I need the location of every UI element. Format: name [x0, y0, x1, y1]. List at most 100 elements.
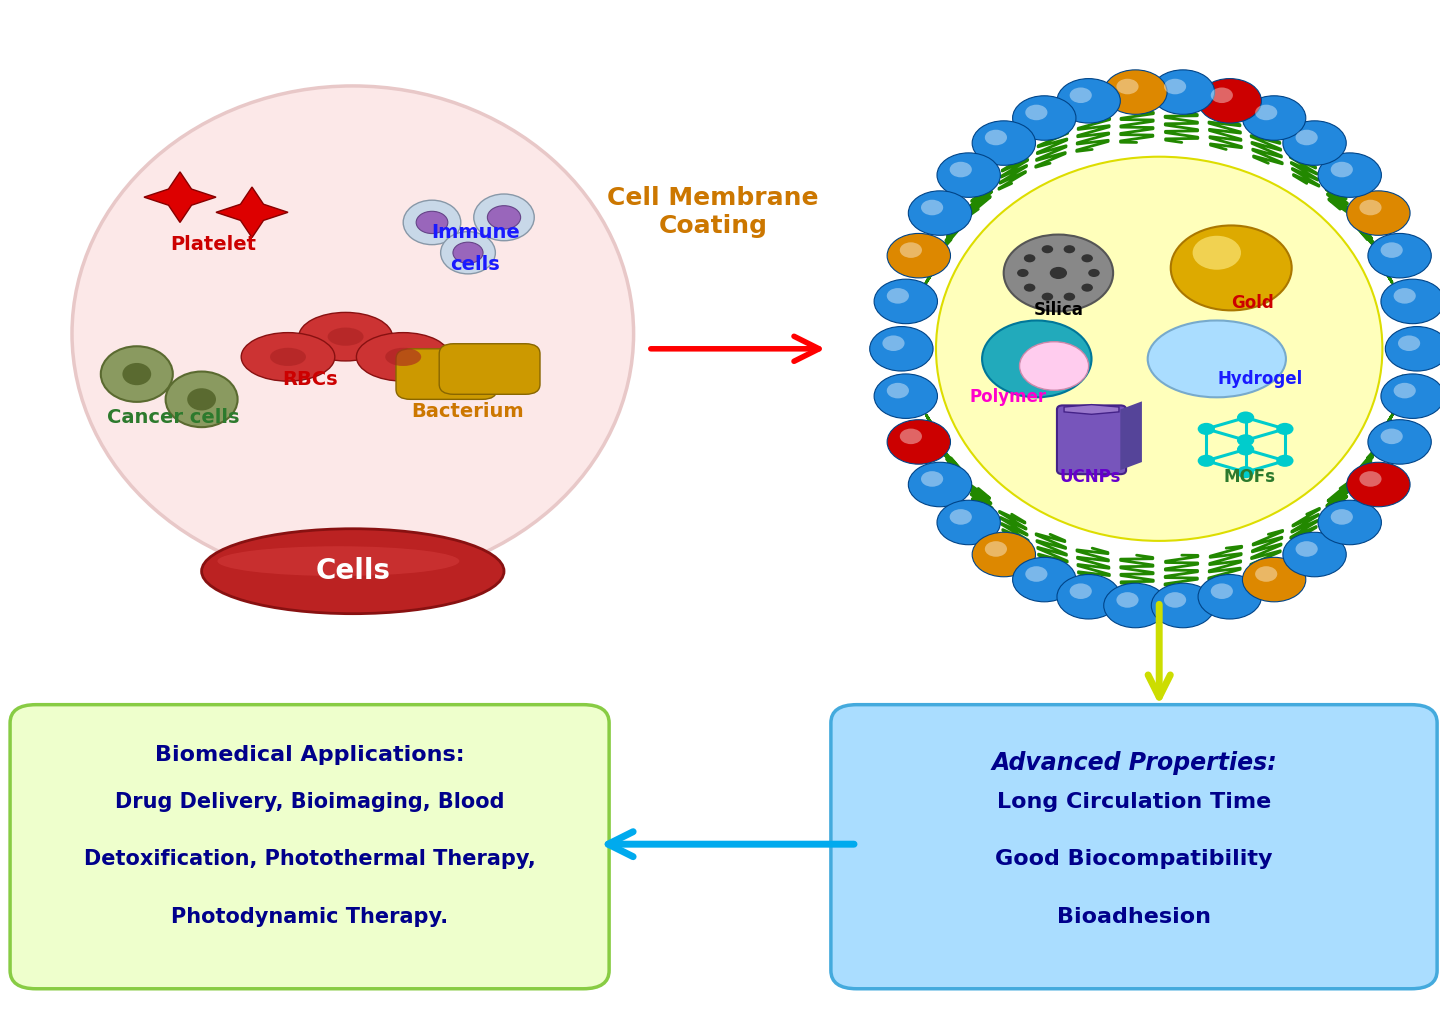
- Text: Photodynamic Therapy.: Photodynamic Therapy.: [171, 907, 448, 927]
- Circle shape: [1064, 246, 1076, 254]
- Circle shape: [985, 541, 1007, 557]
- Circle shape: [1024, 284, 1035, 292]
- Text: Bacterium: Bacterium: [412, 402, 524, 421]
- Circle shape: [900, 243, 922, 258]
- Ellipse shape: [72, 86, 634, 581]
- Circle shape: [1089, 269, 1100, 277]
- Circle shape: [900, 429, 922, 444]
- Circle shape: [909, 462, 972, 507]
- Circle shape: [1346, 462, 1410, 507]
- Circle shape: [985, 129, 1007, 146]
- Ellipse shape: [300, 312, 392, 361]
- Circle shape: [1103, 70, 1166, 114]
- Ellipse shape: [327, 328, 363, 346]
- Circle shape: [1256, 566, 1277, 581]
- Circle shape: [874, 374, 937, 419]
- Circle shape: [1192, 236, 1241, 270]
- Ellipse shape: [202, 529, 504, 614]
- Circle shape: [1198, 574, 1261, 619]
- Circle shape: [1331, 162, 1354, 177]
- FancyBboxPatch shape: [439, 344, 540, 394]
- Circle shape: [1381, 429, 1403, 444]
- Circle shape: [1394, 383, 1416, 398]
- Circle shape: [1237, 435, 1254, 447]
- Circle shape: [1368, 234, 1431, 278]
- Circle shape: [1152, 583, 1215, 628]
- Ellipse shape: [441, 232, 495, 274]
- Circle shape: [1211, 583, 1233, 599]
- Circle shape: [1081, 254, 1093, 262]
- FancyBboxPatch shape: [831, 705, 1437, 989]
- Circle shape: [949, 510, 972, 525]
- Ellipse shape: [384, 348, 420, 366]
- Circle shape: [909, 191, 972, 236]
- Ellipse shape: [988, 330, 1086, 365]
- Circle shape: [1057, 574, 1120, 619]
- Ellipse shape: [474, 194, 534, 241]
- Circle shape: [1283, 121, 1346, 166]
- Text: Silica: Silica: [1034, 301, 1083, 319]
- Circle shape: [1381, 279, 1440, 324]
- Circle shape: [1004, 235, 1113, 311]
- Circle shape: [1041, 246, 1053, 254]
- Circle shape: [972, 532, 1035, 576]
- Ellipse shape: [356, 333, 449, 381]
- Circle shape: [1116, 592, 1139, 608]
- Circle shape: [1116, 79, 1139, 94]
- Circle shape: [1318, 153, 1381, 197]
- Circle shape: [937, 500, 1001, 545]
- Circle shape: [1164, 79, 1187, 94]
- Text: Cancer cells: Cancer cells: [107, 408, 239, 427]
- Circle shape: [1017, 269, 1028, 277]
- Ellipse shape: [101, 346, 173, 402]
- Circle shape: [1243, 96, 1306, 141]
- Ellipse shape: [936, 157, 1382, 541]
- Text: Platelet: Platelet: [170, 236, 256, 254]
- Circle shape: [887, 383, 909, 398]
- Circle shape: [1012, 96, 1076, 141]
- Ellipse shape: [122, 363, 151, 385]
- Circle shape: [1041, 292, 1053, 300]
- Circle shape: [937, 153, 1001, 197]
- Circle shape: [1276, 455, 1293, 467]
- Text: UCNPs: UCNPs: [1060, 468, 1120, 486]
- Text: Bioadhesion: Bioadhesion: [1057, 907, 1211, 927]
- Circle shape: [922, 200, 943, 215]
- Circle shape: [1346, 191, 1410, 236]
- Circle shape: [1381, 374, 1440, 419]
- Circle shape: [1025, 566, 1047, 581]
- Ellipse shape: [242, 333, 334, 381]
- Text: Drug Delivery, Bioimaging, Blood: Drug Delivery, Bioimaging, Blood: [115, 792, 504, 812]
- Text: Hydrogel: Hydrogel: [1217, 370, 1303, 388]
- Ellipse shape: [217, 546, 459, 576]
- Circle shape: [1398, 336, 1420, 351]
- Ellipse shape: [403, 200, 461, 245]
- Circle shape: [1237, 443, 1254, 455]
- Circle shape: [1198, 79, 1261, 123]
- Circle shape: [1381, 243, 1403, 258]
- Circle shape: [1012, 557, 1076, 602]
- Circle shape: [883, 336, 904, 351]
- Circle shape: [1296, 541, 1318, 557]
- Circle shape: [1070, 88, 1092, 103]
- Polygon shape: [144, 172, 216, 222]
- Circle shape: [1237, 466, 1254, 478]
- Circle shape: [870, 327, 933, 371]
- Text: Long Circulation Time: Long Circulation Time: [996, 792, 1272, 812]
- Text: Biomedical Applications:: Biomedical Applications:: [154, 745, 465, 765]
- Circle shape: [887, 234, 950, 278]
- Text: Polymer: Polymer: [969, 388, 1047, 406]
- Circle shape: [874, 279, 937, 324]
- Ellipse shape: [416, 211, 448, 234]
- Circle shape: [1283, 532, 1346, 576]
- Text: Cells: Cells: [315, 557, 390, 585]
- Circle shape: [949, 162, 972, 177]
- Ellipse shape: [487, 205, 521, 229]
- Circle shape: [1211, 88, 1233, 103]
- Text: Detoxification, Photothermal Therapy,: Detoxification, Photothermal Therapy,: [84, 849, 536, 869]
- Circle shape: [1164, 592, 1187, 608]
- Polygon shape: [1120, 401, 1142, 470]
- Ellipse shape: [271, 348, 305, 366]
- Circle shape: [1057, 79, 1120, 123]
- Text: Good Biocompatibility: Good Biocompatibility: [995, 849, 1273, 869]
